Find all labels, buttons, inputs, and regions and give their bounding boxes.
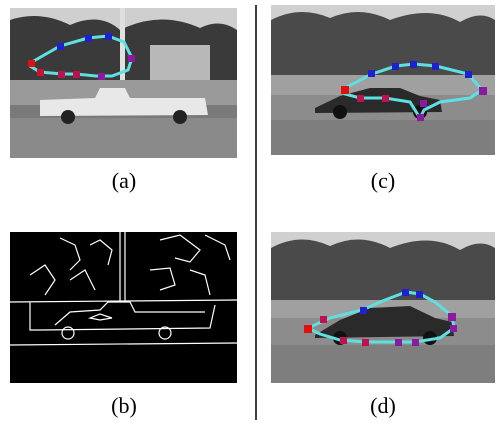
- caption: (d): [370, 393, 396, 418]
- caption: (b): [111, 393, 137, 418]
- edge-map-b: [10, 232, 237, 383]
- photo-a: [10, 8, 237, 158]
- figure: (a) (b) (c): [0, 0, 496, 423]
- caption: (c): [371, 168, 395, 193]
- photo-c: [271, 5, 495, 155]
- photo-d: [271, 232, 495, 383]
- caption: (a): [112, 168, 136, 193]
